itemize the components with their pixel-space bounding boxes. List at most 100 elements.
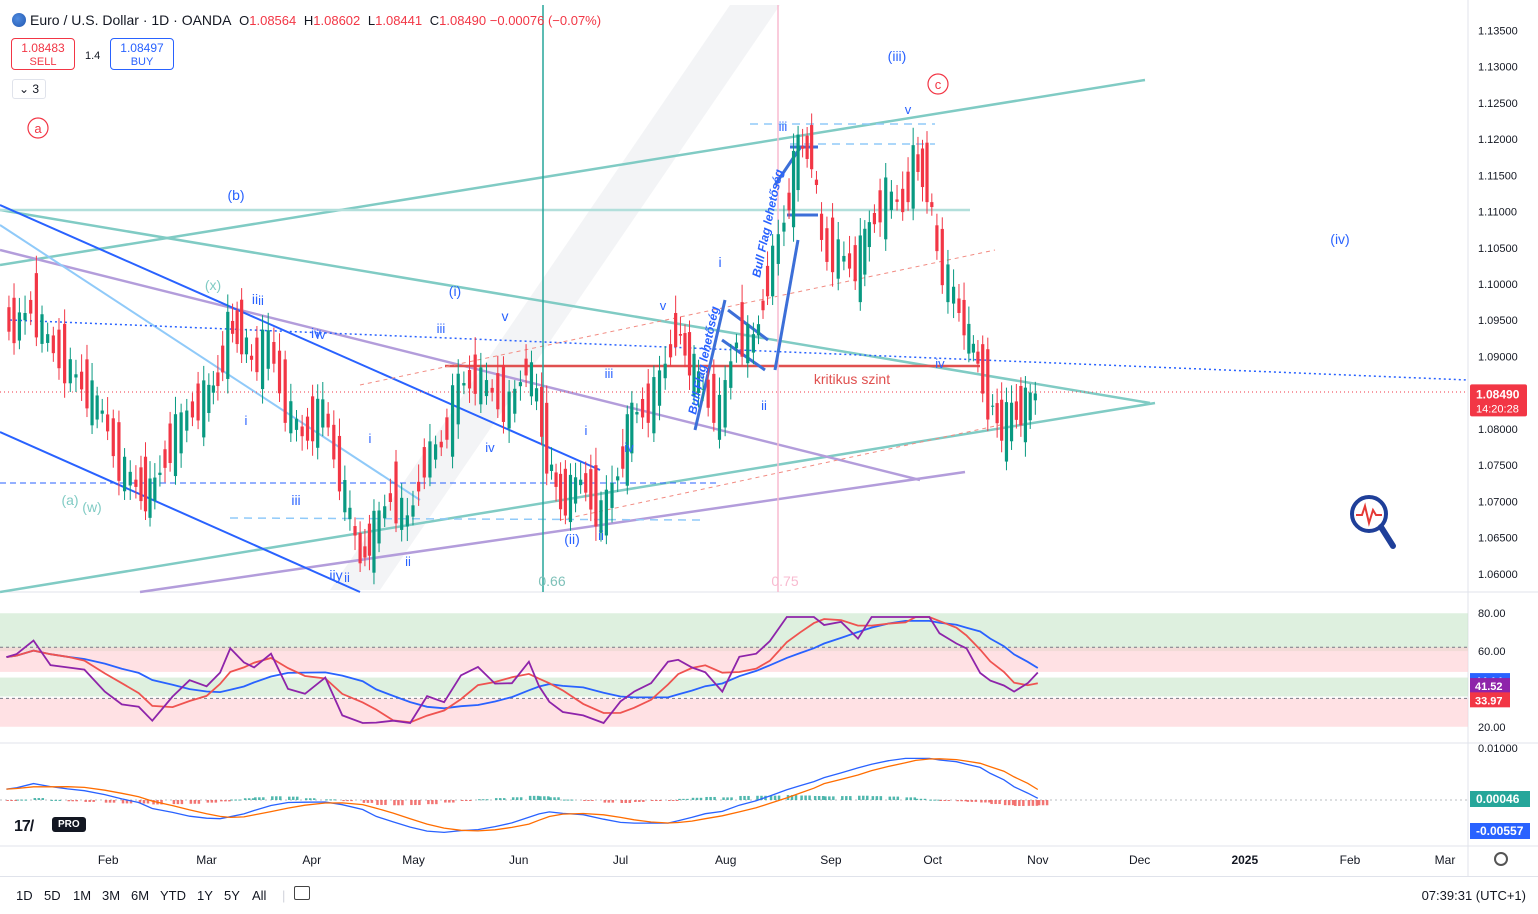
macd-histogram-bar: [511, 797, 515, 800]
macd-histogram-bar: [611, 800, 615, 803]
macd-histogram-bar: [536, 795, 540, 800]
gear-icon[interactable]: [1494, 852, 1508, 866]
macd-histogram-bar: [651, 800, 654, 801]
macd-histogram-bar: [933, 799, 936, 801]
macd-histogram-bar: [777, 795, 781, 800]
candle-body: [853, 245, 857, 282]
macd-histogram-bar: [58, 799, 62, 801]
macd-histogram-bar: [862, 795, 865, 800]
candle-body: [558, 473, 563, 510]
candle-body: [230, 320, 235, 334]
macd-histogram-bar: [121, 800, 125, 804]
candle-body: [17, 312, 21, 341]
range-5y-button[interactable]: 5Y: [224, 888, 240, 903]
candle-body: [117, 422, 121, 481]
symbol-title[interactable]: Euro / U.S. Dollar · 1D · OANDA: [30, 12, 232, 28]
range-5d-button[interactable]: 5D: [44, 888, 61, 903]
candle-body: [128, 471, 132, 486]
candle-body: [549, 464, 554, 471]
candle-body: [791, 150, 796, 228]
wave-annotation: iii: [437, 321, 446, 336]
candle-body: [729, 361, 733, 388]
heartbeat-line: [1356, 502, 1382, 527]
calendar-icon[interactable]: [294, 886, 310, 900]
macd-histogram-bar: [342, 800, 345, 802]
macd-histogram-bar: [16, 799, 20, 801]
macd-histogram-bar: [956, 800, 959, 802]
macd-histogram-bar: [1007, 800, 1011, 806]
last-price-tag: [1470, 384, 1527, 417]
range-3m-button[interactable]: 3M: [102, 888, 121, 903]
wave-annotation: (ii): [564, 531, 580, 547]
candle-body: [787, 192, 791, 211]
range-ytd-button[interactable]: YTD: [160, 888, 186, 903]
candle-body: [185, 410, 189, 431]
candle-body: [51, 335, 55, 354]
candle-body: [106, 414, 110, 432]
macd-histogram-bar: [172, 800, 176, 805]
macd-histogram-bar: [515, 797, 519, 800]
wave-annotation: iii: [779, 119, 788, 134]
wave-annotation: (i): [449, 283, 461, 299]
wave-circle: [927, 73, 949, 95]
blue-trend-line: [0, 204, 601, 471]
macd-histogram-bar: [333, 799, 336, 801]
macd-histogram-bar: [435, 800, 438, 805]
clock-readout[interactable]: 07:39:31 (UTC+1): [1421, 888, 1526, 903]
candle-body: [810, 125, 814, 170]
macd-histogram-bar: [659, 800, 662, 801]
wave-annotation: iv: [485, 440, 495, 455]
candle-body: [7, 307, 11, 332]
buy-button[interactable]: 1.08497 BUY: [110, 38, 174, 70]
wave-annotation: iii: [605, 366, 614, 381]
candle-body: [422, 447, 426, 478]
range-6m-button[interactable]: 6M: [131, 888, 150, 903]
candle-body: [122, 456, 127, 492]
candle-body: [616, 476, 620, 481]
indicator-toggle-button[interactable]: ⌄ 3: [12, 79, 46, 99]
range-1d-button[interactable]: 1D: [16, 888, 33, 903]
macd-histogram-bar: [913, 797, 917, 800]
candle-body: [277, 350, 282, 394]
candle-body: [610, 483, 614, 508]
candle-body: [579, 479, 583, 486]
candle-body: [74, 374, 78, 378]
wave-annotation: iii: [291, 492, 300, 508]
macd-histogram-bar: [549, 797, 552, 800]
price-tick-label: 1.12000: [1478, 134, 1518, 146]
candle-body: [294, 418, 299, 430]
macd-histogram-bar: [189, 800, 193, 804]
range-1y-button[interactable]: 1Y: [197, 888, 213, 903]
macd-value-tag: [1470, 791, 1530, 807]
candle-body: [545, 402, 549, 474]
macd-histogram-bar: [960, 800, 963, 802]
range-all-button[interactable]: All: [252, 888, 267, 903]
price-tick-label: 1.13000: [1478, 62, 1518, 74]
candle-body: [196, 383, 200, 421]
wave-annotation: (a): [61, 492, 78, 508]
price-tick-label: 1.09000: [1478, 351, 1518, 363]
range-1m-button[interactable]: 1M: [73, 888, 92, 903]
macd-histogram-bar: [1003, 800, 1007, 806]
macd-histogram-bar: [502, 798, 506, 800]
candle-body: [991, 405, 995, 407]
macd-histogram-bar: [251, 798, 255, 800]
macd-histogram-bar: [296, 796, 299, 800]
bottom-toolbar: 1D 5D 1M 3M 6M YTD 1Y 5Y All | 07:39:31 …: [0, 876, 1538, 914]
price-tick-label: 1.11000: [1478, 207, 1517, 219]
candle-body: [202, 380, 206, 438]
macd-histogram-bar: [401, 800, 404, 806]
macd-histogram-bar: [146, 800, 150, 804]
macd-histogram-bar: [539, 796, 542, 800]
sell-button[interactable]: 1.08483 SELL: [11, 38, 75, 70]
candle-body: [134, 479, 138, 487]
candle-body: [734, 342, 739, 349]
wave-annotation: i: [718, 254, 721, 270]
macd-histogram-bar: [858, 795, 861, 800]
candle-body: [1023, 387, 1028, 443]
macd-histogram-bar: [414, 800, 417, 806]
candle-body: [889, 191, 893, 211]
candle-body: [343, 480, 347, 513]
macd-histogram-bar: [743, 795, 746, 800]
